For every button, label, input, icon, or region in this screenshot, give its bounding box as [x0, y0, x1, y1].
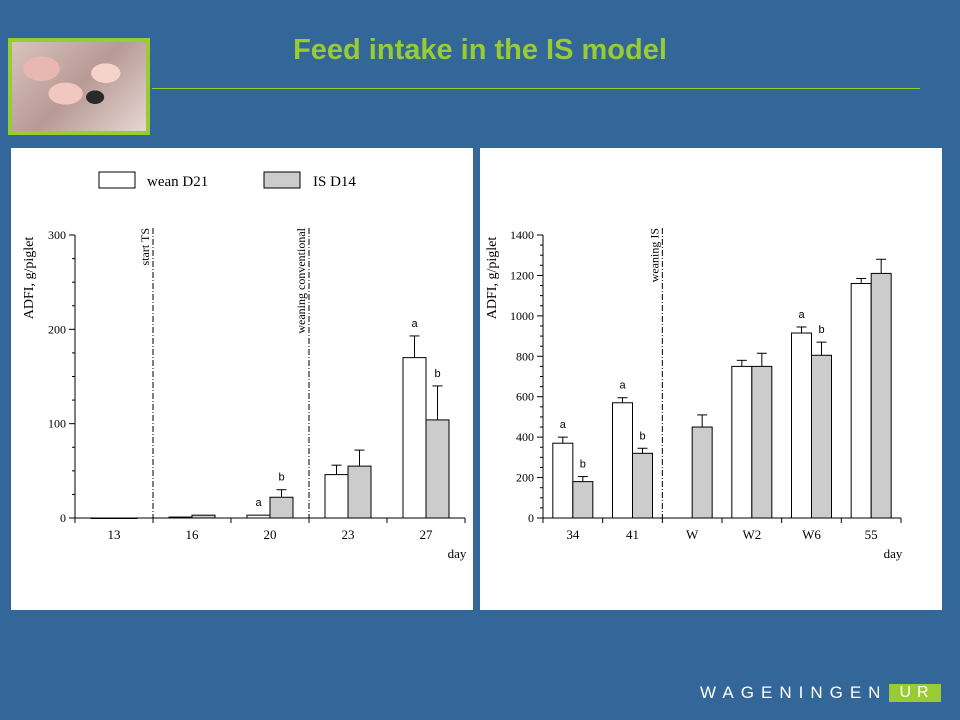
bar-is-d14 — [347, 465, 372, 519]
chart-left: wean D21 IS D14 0 100 200 300 ADFI, g/piglet 13… — [22, 171, 467, 561]
bar-wean-d21 — [552, 442, 574, 519]
significance-letter: b — [639, 430, 645, 442]
x-axis-title: day — [884, 546, 903, 561]
bar-is-d14 — [572, 481, 594, 519]
legend-swatch-is-d14 — [263, 171, 301, 189]
y-tick-label: 0 — [528, 511, 534, 525]
annotation-label: weaning IS — [647, 228, 661, 282]
significance-letter: b — [580, 459, 586, 471]
title-divider — [152, 88, 920, 89]
significance-letter: b — [434, 368, 440, 380]
bar-wean-d21 — [612, 402, 633, 519]
x-axis-title: day — [448, 546, 467, 561]
y-axis-title: ADFI, g/piglet — [485, 237, 500, 320]
y-tick-label: 300 — [48, 228, 66, 242]
y-tick-label: 200 — [48, 322, 66, 336]
significance-letter: a — [255, 497, 262, 509]
bar-wean-d21 — [791, 332, 812, 519]
y-axis-title: ADFI, g/piglet — [22, 237, 37, 320]
x-tick-label: 13 — [108, 527, 121, 542]
legend-swatch-wean-d21 — [98, 171, 136, 189]
annotation-label: start TS — [138, 228, 152, 265]
bar-is-d14 — [632, 452, 653, 519]
y-tick-label: 200 — [516, 471, 534, 485]
bar-wean-d21 — [731, 365, 753, 519]
x-tick-label: W — [686, 527, 699, 542]
bar-wean-d21 — [246, 514, 271, 519]
significance-letter: a — [560, 419, 567, 431]
x-tick-label: W6 — [802, 527, 821, 542]
bar-wean-d21 — [324, 474, 349, 519]
significance-letter: b — [278, 472, 284, 484]
x-tick-label: W2 — [742, 527, 761, 542]
significance-letter: a — [619, 380, 626, 392]
x-tick-label: 27 — [420, 527, 434, 542]
y-tick-label: 1200 — [510, 268, 534, 282]
x-tick-label: 20 — [264, 527, 277, 542]
bar-wean-d21 — [90, 517, 115, 519]
x-tick-label: 41 — [626, 527, 639, 542]
legend-label-is-d14: IS D14 — [313, 174, 356, 190]
y-tick-label: 0 — [60, 511, 66, 525]
y-tick-label: 100 — [48, 417, 66, 431]
significance-letter: b — [818, 324, 824, 336]
bar-wean-d21 — [850, 283, 872, 519]
x-tick-label: 55 — [865, 527, 878, 542]
chart-right: 0 200 400 600 800 1000 1200 1400 ADFI, g/piglet 3… — [485, 228, 903, 561]
bar-is-d14 — [113, 517, 138, 519]
wageningen-logo: WAGENINGEN UR — [700, 683, 941, 703]
y-tick-label: 1000 — [510, 309, 534, 323]
bar-is-d14 — [191, 514, 216, 519]
logo-text: WAGENINGEN — [700, 683, 888, 702]
x-tick-label: 23 — [342, 527, 355, 542]
chart-panel-right: 0 200 400 600 800 1000 1200 1400 ADFI, g/piglet 3… — [480, 148, 942, 610]
x-tick-label: 34 — [566, 527, 580, 542]
significance-letter: a — [798, 309, 805, 321]
annotation-label: weaning conventional — [294, 227, 308, 333]
bar-is-d14 — [691, 426, 713, 519]
y-tick-label: 1400 — [510, 228, 534, 242]
y-tick-label: 400 — [516, 430, 534, 444]
significance-letter: a — [411, 318, 418, 330]
bar-wean-d21 — [168, 516, 193, 519]
bar-is-d14 — [811, 354, 832, 519]
y-tick-label: 600 — [516, 390, 534, 404]
piglets-photo — [8, 38, 150, 135]
bar-is-d14 — [425, 419, 450, 519]
slide-title: Feed intake in the IS model — [293, 34, 667, 66]
bar-is-d14 — [269, 496, 294, 519]
bar-is-d14 — [870, 272, 892, 519]
legend-label-wean-d21: wean D21 — [147, 174, 208, 190]
bar-is-d14 — [751, 365, 773, 519]
logo-suffix: UR — [889, 684, 941, 702]
bar-wean-d21 — [402, 357, 427, 519]
y-tick-label: 800 — [516, 349, 534, 363]
x-tick-label: 16 — [186, 527, 200, 542]
chart-panel-left: wean D21 IS D14 0 100 200 300 ADFI, g/piglet 13… — [11, 148, 473, 610]
